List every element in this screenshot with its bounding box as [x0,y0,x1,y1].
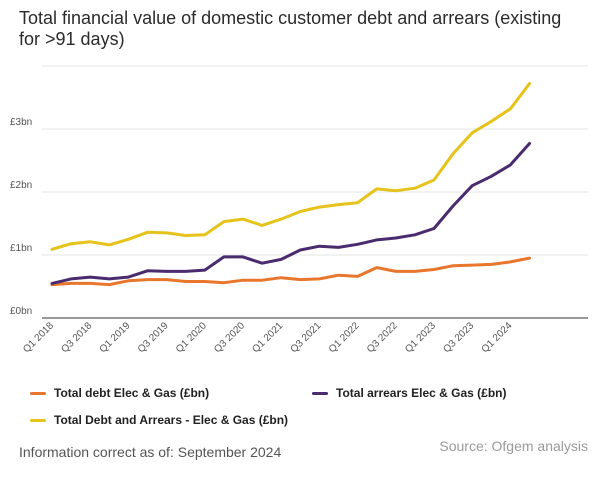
x-tick-label: Q3 2018 [59,320,94,355]
legend-label: Total debt Elec & Gas (£bn) [54,386,210,400]
source-credit: Source: Ofgem analysis [439,438,588,454]
legend-label: Total Debt and Arrears - Elec & Gas (£bn… [54,413,289,427]
legend-swatch [30,391,46,395]
x-tick-label: Q1 2024 [480,320,515,355]
y-tick-label: £0bn [10,306,32,317]
series-line-total-debt [50,256,531,287]
legend-item-total-arrears[interactable]: Total arrears Elec & Gas (£bn) [312,386,507,400]
legend-swatch [312,391,328,395]
y-tick-label: £1bn [10,243,32,254]
chart-title: Total financial value of domestic custom… [19,8,562,49]
x-tick-label: Q1 2023 [403,320,438,355]
x-tick-label: Q3 2022 [365,320,400,355]
x-tick-label: Q1 2018 [21,320,56,355]
line-chart: £0bn£1bn£2bn£3bn Q1 2018 Q3 2018 Q1 2019 Q3… [10,65,588,355]
x-tick-label: Q3 2019 [136,320,171,355]
x-tick-label: Q1 2022 [327,320,362,355]
x-tick-label: Q3 2021 [289,320,324,355]
x-tick-label: Q1 2019 [98,320,133,355]
x-tick-label: Q1 2021 [250,320,285,355]
legend-item-total-debt-and-arrears[interactable]: Total Debt and Arrears - Elec & Gas (£bn… [30,413,288,427]
series-lines [50,82,531,287]
x-axis: Q1 2018 Q3 2018 Q1 2019 Q3 2019 Q1 2020 Q3 20… [21,320,515,355]
x-tick-label: Q1 2020 [174,320,209,355]
legend-swatch [30,418,46,422]
legend-item-total-debt[interactable]: Total debt Elec & Gas (£bn) [30,386,209,400]
y-tick-label: £3bn [10,117,32,128]
series-line-total-arrears [50,142,531,285]
x-tick-label: Q3 2023 [441,320,476,355]
legend-label: Total arrears Elec & Gas (£bn) [336,386,507,400]
y-axis: £0bn £1bn £2bn £3bn [10,117,32,317]
series-line-total-debt-and-arrears [50,82,531,251]
y-tick-label: £2bn [10,180,32,191]
information-date-note: Information correct as of: September 202… [19,444,282,460]
gridlines [42,65,588,319]
x-tick-label: Q3 2020 [212,320,247,355]
